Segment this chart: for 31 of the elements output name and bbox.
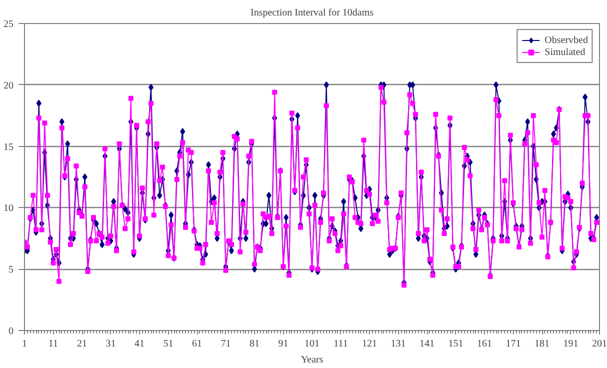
x-tick-label: 21: [77, 338, 87, 350]
x-tick-label: 161: [477, 338, 492, 350]
y-tick-label: 20: [4, 80, 14, 92]
y-tick-label: 25: [4, 19, 14, 30]
x-tick-label: 191: [563, 338, 578, 350]
x-tick-label: 131: [390, 338, 406, 350]
x-tick-label: 121: [362, 338, 377, 350]
y-tick-label: 0: [8, 326, 14, 337]
x-tick-label: 151: [448, 338, 464, 350]
x-tick-label: 71: [220, 338, 231, 350]
x-tick-label: 181: [534, 338, 550, 350]
y-tick-label: 10: [4, 203, 14, 214]
x-tick-label: 111: [334, 338, 348, 350]
x-tick-label: 171: [506, 338, 521, 350]
x-tick-label: 101: [304, 338, 320, 350]
x-tick-label: 1: [22, 338, 27, 350]
x-tick-label: 91: [278, 338, 288, 350]
y-tick-label: 15: [4, 142, 14, 153]
x-tick-label: 141: [420, 338, 434, 350]
x-tick-label: 201: [592, 338, 607, 350]
x-tick-label: 51: [163, 338, 174, 350]
x-tick-label: 31: [106, 338, 116, 350]
chart-title: Inspection Interval for 10dams: [250, 8, 374, 18]
x-tick-label: 81: [250, 338, 260, 350]
x-tick-label: 61: [192, 338, 202, 350]
x-tick-label: 11: [48, 338, 58, 350]
x-axis-title: Years: [300, 354, 324, 366]
x-tick-label: 41: [134, 338, 144, 350]
legend-label: Observbed: [544, 34, 588, 46]
legend-label: Simulated: [544, 46, 586, 58]
y-tick-label: 5: [8, 264, 14, 276]
